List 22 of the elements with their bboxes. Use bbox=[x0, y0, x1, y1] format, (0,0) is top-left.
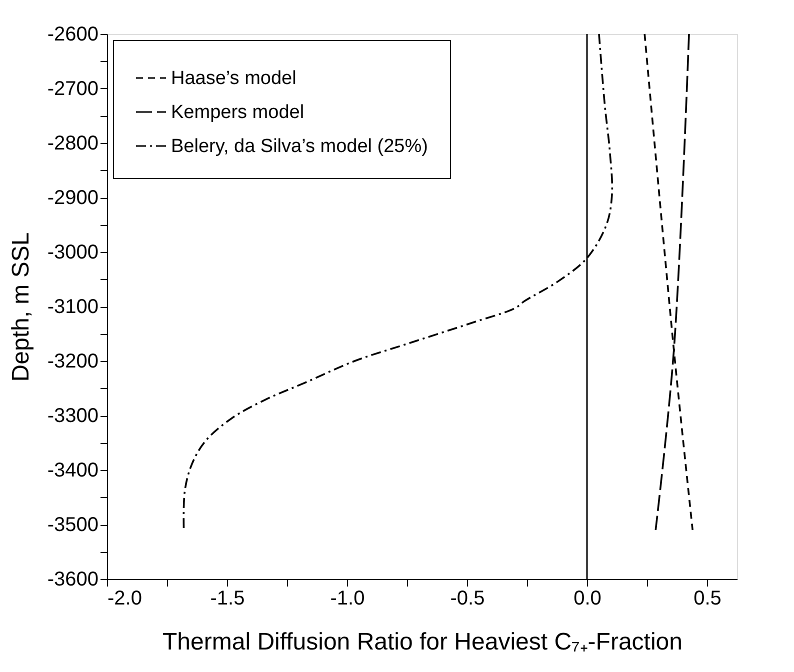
y-tick-label: -2800 bbox=[47, 132, 98, 154]
x-tick-label: -0.5 bbox=[450, 588, 485, 610]
x-tick-label: -1.0 bbox=[330, 588, 365, 610]
y-tick-label: -3300 bbox=[47, 405, 98, 427]
y-tick-label: -3600 bbox=[47, 568, 98, 590]
y-axis-title: Depth, m SSL bbox=[7, 232, 34, 382]
y-tick-label: -3000 bbox=[47, 242, 98, 264]
x-tick-label: -1.5 bbox=[210, 588, 245, 610]
y-tick-label: -2700 bbox=[47, 78, 98, 100]
y-tick-label: -3500 bbox=[47, 514, 98, 536]
y-tick-label: -3100 bbox=[47, 296, 98, 318]
y-tick-label: -3400 bbox=[47, 460, 98, 482]
y-tick-label: -2600 bbox=[47, 24, 98, 46]
x-tick-label: 0.0 bbox=[574, 588, 602, 610]
x-axis-title: Thermal Diffusion Ratio for Heaviest C₇₊-Fraction bbox=[162, 628, 682, 656]
x-tick-label: -2.0 bbox=[108, 588, 142, 610]
x-tick-label: 0.5 bbox=[694, 588, 722, 610]
y-tick-label: -3200 bbox=[47, 350, 98, 372]
y-tick-label: -2900 bbox=[47, 187, 98, 209]
legend-label: Belery, da Silva’s model (25%) bbox=[171, 136, 428, 157]
legend-label: Kempers model bbox=[171, 102, 304, 123]
legend-label: Haase’s model bbox=[171, 68, 296, 89]
